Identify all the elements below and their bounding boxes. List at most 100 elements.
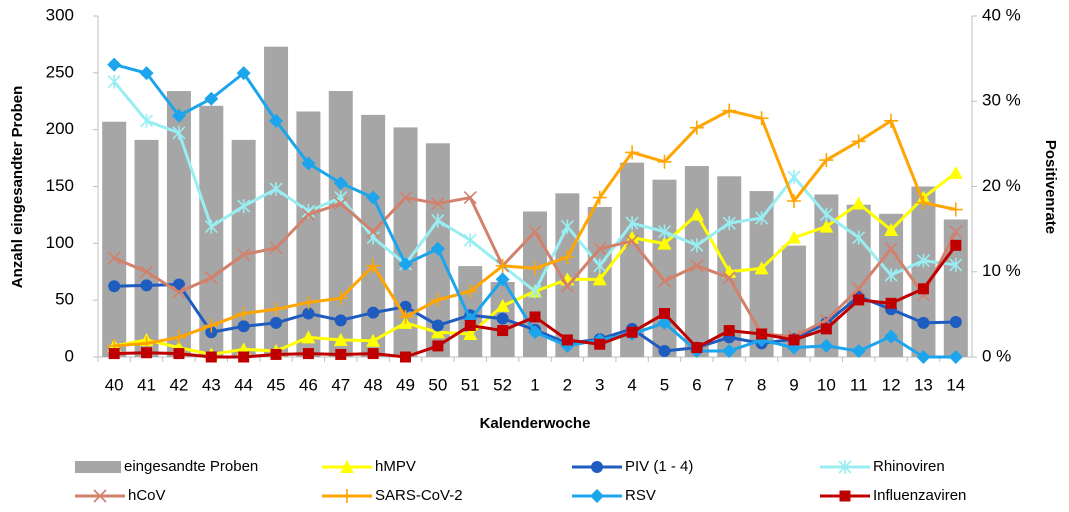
point xyxy=(819,219,834,233)
point xyxy=(398,191,413,205)
point xyxy=(301,156,316,171)
point xyxy=(139,113,154,128)
point xyxy=(625,216,639,231)
point xyxy=(236,306,251,321)
point xyxy=(949,225,963,239)
x-tick-label: 45 xyxy=(267,375,286,394)
point xyxy=(690,238,704,253)
point xyxy=(593,242,607,256)
legend-marker xyxy=(838,460,852,474)
point xyxy=(172,278,185,291)
y-tick-label: 150 xyxy=(46,176,74,195)
x-tick-label: 41 xyxy=(137,375,156,394)
point xyxy=(786,193,801,208)
point xyxy=(852,282,866,296)
point xyxy=(852,230,866,245)
point xyxy=(917,316,930,329)
point xyxy=(722,344,737,359)
point xyxy=(398,257,413,272)
point xyxy=(722,103,737,118)
point xyxy=(593,258,607,273)
point xyxy=(625,234,639,248)
point xyxy=(689,120,704,135)
point xyxy=(431,213,445,228)
legend-swatch xyxy=(75,461,121,473)
x-tick-label: 6 xyxy=(692,375,701,394)
point xyxy=(171,330,186,345)
point xyxy=(333,291,348,306)
point xyxy=(851,196,866,210)
point xyxy=(108,280,121,293)
legend-marker xyxy=(340,460,354,473)
x-tick-label: 3 xyxy=(595,375,604,394)
point xyxy=(107,57,122,72)
point xyxy=(495,258,510,273)
point xyxy=(916,350,931,364)
x-tick-label: 10 xyxy=(817,375,836,394)
point xyxy=(884,268,898,283)
point xyxy=(495,298,510,312)
x-tick-label: 1 xyxy=(530,375,539,394)
point xyxy=(463,233,477,248)
point xyxy=(722,271,736,285)
y2-tick-label: 0 % xyxy=(982,346,1011,365)
legend-label: RSV xyxy=(625,487,656,504)
point xyxy=(722,216,736,231)
point xyxy=(691,342,703,354)
point xyxy=(657,224,672,239)
x-tick-label: 47 xyxy=(331,375,350,394)
legend-label: SARS-CoV-2 xyxy=(375,487,463,504)
y-tick-label: 50 xyxy=(55,290,74,309)
point xyxy=(141,347,153,359)
point xyxy=(592,272,607,286)
x-tick-label: 49 xyxy=(396,375,415,394)
point xyxy=(561,334,573,346)
y-tick-label: 0 xyxy=(65,346,74,365)
point xyxy=(237,320,250,333)
point xyxy=(755,211,769,226)
y-tick-label: 300 xyxy=(46,5,74,24)
x-tick-label: 14 xyxy=(946,375,965,394)
x-tick-label: 44 xyxy=(234,375,253,394)
point xyxy=(949,316,962,329)
point xyxy=(366,258,381,273)
point xyxy=(367,348,379,360)
point xyxy=(301,208,315,222)
x-tick-label: 2 xyxy=(563,375,572,394)
point xyxy=(139,66,154,81)
legend-label: hCoV xyxy=(128,487,166,504)
point xyxy=(851,344,866,359)
point xyxy=(366,190,381,205)
legend-label: hMPV xyxy=(375,458,416,475)
point xyxy=(204,318,219,333)
point xyxy=(269,302,284,317)
point xyxy=(432,340,444,352)
point xyxy=(788,334,800,346)
point xyxy=(948,165,963,179)
point xyxy=(107,74,121,89)
y2-tick-label: 10 % xyxy=(982,261,1021,280)
bar xyxy=(684,166,709,357)
y2-tick-label: 20 % xyxy=(982,176,1021,195)
legend-label: eingesandte Proben xyxy=(124,458,258,475)
x-tick-label: 4 xyxy=(627,375,636,394)
point xyxy=(528,284,542,299)
x-tick-label: 46 xyxy=(299,375,318,394)
point xyxy=(431,319,444,332)
point xyxy=(430,292,445,307)
legend-marker xyxy=(340,489,354,503)
x-tick-label: 52 xyxy=(493,375,512,394)
point xyxy=(658,308,670,320)
point xyxy=(528,261,542,276)
point xyxy=(367,306,380,319)
point xyxy=(689,207,704,221)
point xyxy=(658,345,671,358)
point xyxy=(529,311,541,323)
y-tick-label: 100 xyxy=(46,233,74,252)
legend-marker xyxy=(839,490,851,502)
point xyxy=(948,202,963,217)
y-tick-label: 200 xyxy=(46,119,74,138)
point xyxy=(430,325,445,339)
x-tick-label: 9 xyxy=(789,375,798,394)
point xyxy=(917,283,929,295)
